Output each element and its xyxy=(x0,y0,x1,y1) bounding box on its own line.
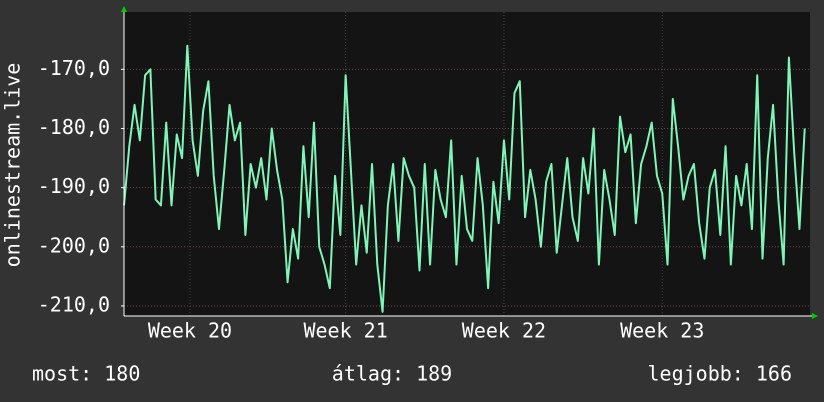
y-tick-label: -200,0 xyxy=(38,233,110,257)
x-tick-label: Week 21 xyxy=(303,319,387,343)
stat-current: most: 180 xyxy=(32,362,140,386)
y-axis-arrow xyxy=(121,6,127,12)
stat-best: legjobb: 166 xyxy=(648,362,793,386)
x-axis-arrow xyxy=(812,313,818,319)
y-tick-label: -180,0 xyxy=(38,115,110,139)
data-line xyxy=(123,44,806,313)
y-tick-label: -190,0 xyxy=(38,174,110,198)
y-tick-label: -210,0 xyxy=(38,292,110,316)
x-tick-label: Week 22 xyxy=(462,319,546,343)
x-tick-label: Week 23 xyxy=(620,319,704,343)
marks xyxy=(123,44,806,313)
plot-area xyxy=(124,12,810,316)
x-tick-label: Week 20 xyxy=(148,319,232,343)
y-axis-label: onlinestream.live xyxy=(1,63,25,268)
y-tick-label: -170,0 xyxy=(38,56,110,80)
stat-average: átlag: 189 xyxy=(332,362,452,386)
